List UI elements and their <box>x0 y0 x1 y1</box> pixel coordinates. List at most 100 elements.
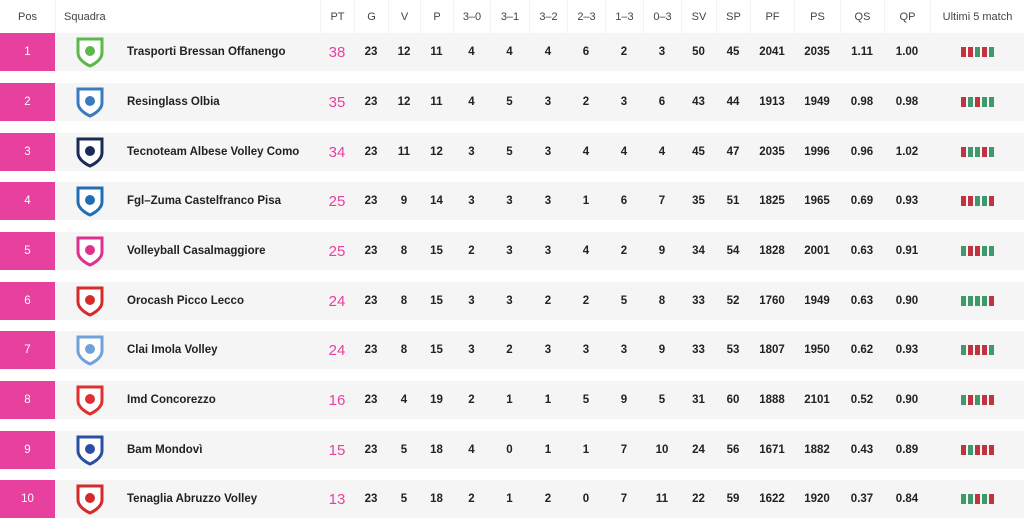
column-header[interactable]: 2–3 <box>567 0 605 34</box>
column-header[interactable]: SP <box>716 0 750 34</box>
table-row[interactable]: 9 Bam Mondovì 15 23 5 18 4 0 1 1 7 10 24 56 1671 1882 0… <box>0 431 1024 469</box>
table-row[interactable]: 3 Tecnoteam Albese Volley Como 34 23 11 12 3 5… <box>0 133 1024 171</box>
table-row[interactable]: 10 Tenaglia Abruzzo Volley 13 23 5 18 2 1 2 0 7 11… <box>0 480 1024 518</box>
column-header[interactable]: PT <box>320 0 354 34</box>
column-header[interactable]: V <box>388 0 420 34</box>
column-header[interactable]: 3–0 <box>453 0 490 34</box>
team-name[interactable]: Volleyball Casalmaggiore <box>127 245 266 257</box>
team-cell[interactable]: Tenaglia Abruzzo Volley <box>55 480 320 518</box>
position-cell: 1 <box>0 33 55 71</box>
stat-cell: 7 <box>620 444 628 456</box>
stat-cell: 35 <box>692 195 705 207</box>
column-header[interactable]: PF <box>750 0 794 34</box>
table-row[interactable]: 2 Resinglass Olbia 35 23 12 11 4 5 3 2 3 6 43 44 1913… <box>0 83 1024 121</box>
stat-cell: 1.02 <box>895 146 919 158</box>
stat-cell: 2 <box>620 46 628 58</box>
stat-cell: 9 <box>658 245 666 257</box>
win-indicator <box>960 246 966 256</box>
stat-cell: 0 <box>506 444 513 456</box>
stat-cell: 3 <box>544 96 552 108</box>
stat-cell: 5 <box>658 394 666 406</box>
stat-cell: 15 <box>328 441 346 459</box>
stat-cell: 0 <box>582 493 590 505</box>
stat-cell: 8 <box>400 295 408 307</box>
table-row[interactable]: 5 Volleyball Casalmaggiore 25 23 8 15 2 3 3 4 2 9 3… <box>0 232 1024 270</box>
team-name[interactable]: Resinglass Olbia <box>127 96 220 108</box>
stat-cell: 4 <box>468 46 475 58</box>
last-5-matches <box>930 97 1024 107</box>
team-cell[interactable]: Fgl–Zuma Castelfranco Pisa <box>55 182 320 220</box>
team-cell[interactable]: Resinglass Olbia <box>55 83 320 121</box>
win-indicator <box>988 97 994 107</box>
loss-indicator <box>981 345 987 355</box>
stat-cell: 8 <box>400 245 408 257</box>
column-header[interactable]: Ultimi 5 match <box>930 0 1024 34</box>
stat-cell: 2 <box>544 295 552 307</box>
stat-cell: 3 <box>620 96 628 108</box>
team-cell[interactable]: Orocash Picco Lecco <box>55 282 320 320</box>
team-name[interactable]: Imd Concorezzo <box>127 394 216 406</box>
column-header[interactable]: 3–1 <box>490 0 529 34</box>
column-header[interactable]: G <box>354 0 388 34</box>
win-indicator <box>974 47 980 57</box>
stat-cell: 5 <box>506 96 513 108</box>
stat-cell: 4 <box>400 394 408 406</box>
column-header[interactable]: 3–2 <box>529 0 567 34</box>
loss-indicator <box>981 47 987 57</box>
last-5-matches <box>930 296 1024 306</box>
loss-indicator <box>967 345 973 355</box>
stat-cell: 35 <box>328 93 346 111</box>
team-name[interactable]: Bam Mondovì <box>127 444 203 456</box>
column-header[interactable]: P <box>420 0 453 34</box>
stat-cell: 45 <box>692 146 705 158</box>
table-row[interactable]: 1 Trasporti Bressan Offanengo 38 23 12 11 4 4 4… <box>0 33 1024 71</box>
team-name[interactable]: Trasporti Bressan Offanengo <box>127 46 286 58</box>
win-indicator <box>960 395 966 405</box>
position-cell: 2 <box>0 83 55 121</box>
team-cell[interactable]: Tecnoteam Albese Volley Como <box>55 133 320 171</box>
table-row[interactable]: 8 Imd Concorezzo 16 23 4 19 2 1 1 5 9 5 31 60 1888 210… <box>0 381 1024 419</box>
mondovi-volley-logo <box>71 433 109 467</box>
stat-cell: 0.90 <box>895 394 919 406</box>
team-cell[interactable]: Trasporti Bressan Offanengo <box>55 33 320 71</box>
team-cell[interactable]: Bam Mondovì <box>55 431 320 469</box>
table-row[interactable]: 6 Orocash Picco Lecco 24 23 8 15 3 3 2 2 5 8 33 52 17… <box>0 282 1024 320</box>
team-cell[interactable]: Volleyball Casalmaggiore <box>55 232 320 270</box>
last-5-matches <box>930 246 1024 256</box>
loss-indicator <box>960 147 966 157</box>
loss-indicator <box>981 147 987 157</box>
stat-cell: 3 <box>658 46 666 58</box>
column-header[interactable]: QP <box>884 0 930 34</box>
team-name[interactable]: Tenaglia Abruzzo Volley <box>127 493 258 505</box>
team-name[interactable]: Orocash Picco Lecco <box>127 295 244 307</box>
team-name[interactable]: Tecnoteam Albese Volley Como <box>127 146 300 158</box>
stat-cell: 23 <box>364 245 378 257</box>
team-cell[interactable]: Imd Concorezzo <box>55 381 320 419</box>
win-indicator <box>967 147 973 157</box>
stat-cell: 0.37 <box>850 493 874 505</box>
team-cell[interactable]: Clai Imola Volley <box>55 331 320 369</box>
table-row[interactable]: 4 Fgl–Zuma Castelfranco Pisa 25 23 9 14 3 3 3 1 6… <box>0 182 1024 220</box>
loss-indicator <box>981 395 987 405</box>
column-header[interactable]: 1–3 <box>605 0 643 34</box>
stat-cell: 50 <box>692 46 705 58</box>
loss-indicator <box>967 196 973 206</box>
team-name[interactable]: Clai Imola Volley <box>127 344 218 356</box>
table-row[interactable]: 7 Clai Imola Volley 24 23 8 15 3 2 3 3 3 9 33 53 1807… <box>0 331 1024 369</box>
column-header[interactable]: PS <box>794 0 840 34</box>
column-header[interactable]: SV <box>681 0 716 34</box>
team-name[interactable]: Fgl–Zuma Castelfranco Pisa <box>127 195 282 207</box>
column-header[interactable]: 0–3 <box>643 0 681 34</box>
stat-cell: 1949 <box>804 295 830 307</box>
loss-indicator <box>974 246 980 256</box>
column-header[interactable]: QS <box>840 0 884 34</box>
stat-cell: 4 <box>582 146 590 158</box>
column-header[interactable]: Squadra <box>55 0 320 34</box>
stat-cell: 5 <box>620 295 628 307</box>
win-indicator <box>974 147 980 157</box>
loss-indicator <box>988 395 994 405</box>
column-header[interactable]: Pos <box>18 11 37 23</box>
stat-cell: 0.63 <box>850 245 874 257</box>
win-indicator <box>981 97 987 107</box>
win-indicator <box>981 246 987 256</box>
